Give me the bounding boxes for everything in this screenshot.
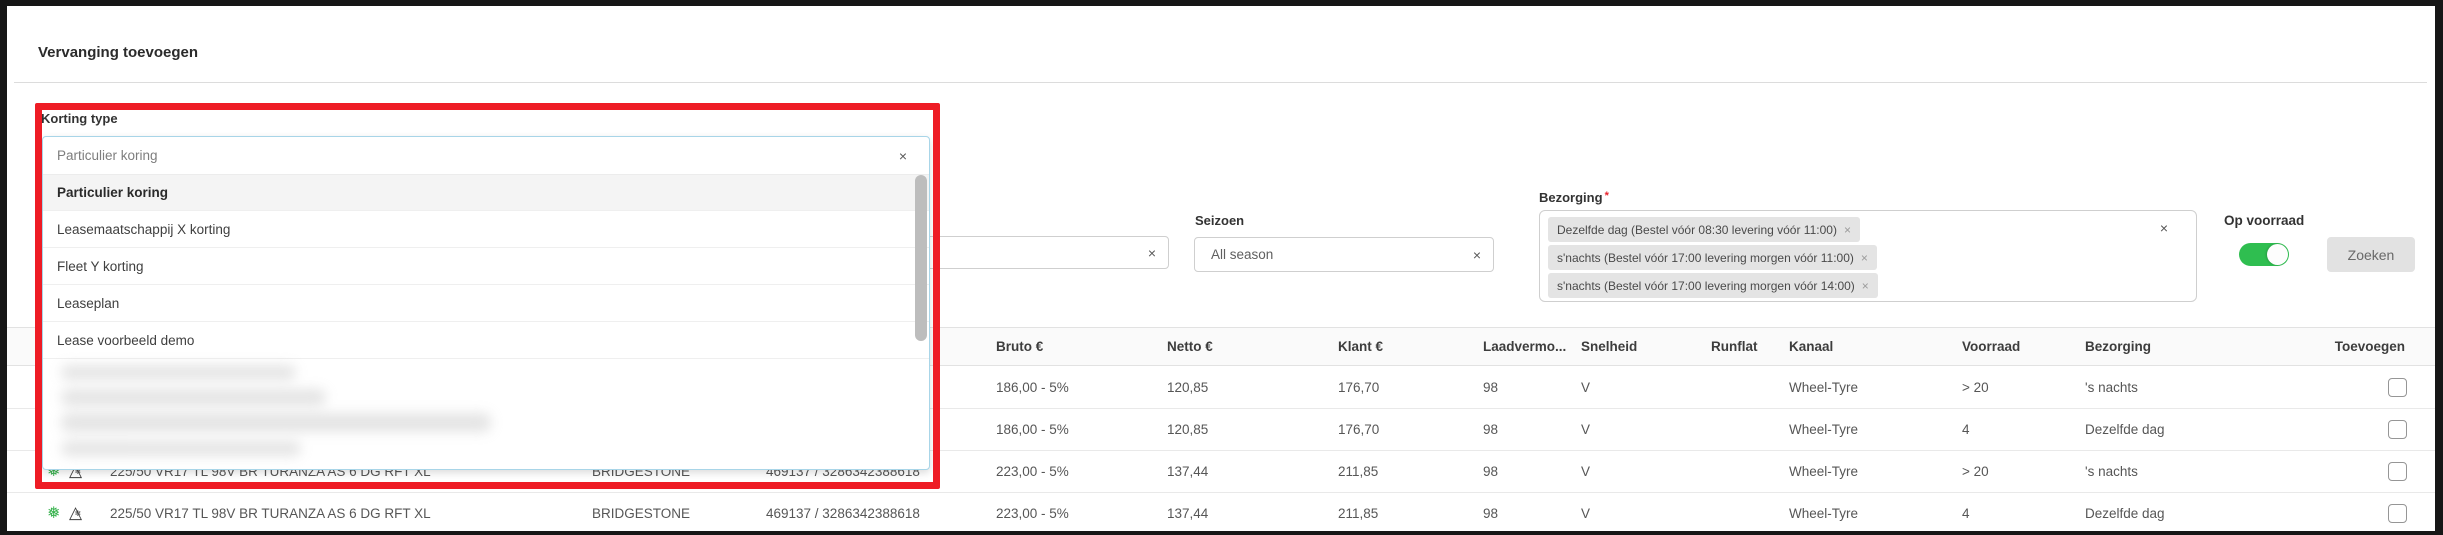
korting-type-dropdown[interactable]: Particulier koring × Particulier koring … xyxy=(42,136,930,470)
cell-bezorging: Dezelfde dag xyxy=(2085,506,2165,521)
redacted-option xyxy=(61,413,491,432)
cell-bezorging: 's nachts xyxy=(2085,380,2138,395)
cell-voorraad: 4 xyxy=(1962,506,1970,521)
tag-remove-icon[interactable]: × xyxy=(1861,278,1869,293)
tag-label: s'nachts (Bestel vóór 17:00 levering mor… xyxy=(1557,250,1854,265)
bezorging-label-text: Bezorging xyxy=(1539,190,1603,205)
bezorging-label: Bezorging * xyxy=(1539,190,1609,205)
cell-klant: 211,85 xyxy=(1338,464,1379,479)
bezorging-tag[interactable]: Dezelfde dag (Bestel vóór 08:30 levering… xyxy=(1548,217,1860,242)
cell-kanaal: Wheel-Tyre xyxy=(1789,506,1859,521)
table-row: ❅ △ ❄ 225/50 VR17 TL 98V BR TURANZA AS 6 … xyxy=(7,493,2442,535)
cell-laadvermogen: 98 xyxy=(1483,506,1499,521)
title-divider xyxy=(14,82,2427,83)
header-netto: Netto € xyxy=(1167,339,1213,354)
cell-klant: 176,70 xyxy=(1338,380,1380,395)
cell-bezorging: Dezelfde dag xyxy=(2085,422,2165,437)
dropdown-option[interactable]: Lease voorbeeld demo xyxy=(43,322,929,359)
header-snelheid: Snelheid xyxy=(1581,339,1638,354)
header-voorraad: Voorraad xyxy=(1962,339,2021,354)
toggle-knob xyxy=(2267,244,2288,265)
cell-laadvermogen: 98 xyxy=(1483,464,1499,479)
tag-label: Dezelfde dag (Bestel vóór 08:30 levering… xyxy=(1557,222,1837,237)
cell-laadvermogen: 98 xyxy=(1483,422,1499,437)
tag-remove-icon[interactable]: × xyxy=(1860,250,1868,265)
toevoegen-checkbox[interactable] xyxy=(2388,420,2407,439)
korting-type-value: Particulier koring xyxy=(57,148,158,163)
toevoegen-checkbox[interactable] xyxy=(2388,504,2407,523)
cell-voorraad: > 20 xyxy=(1962,464,1989,479)
cell-netto: 137,44 xyxy=(1167,506,1209,521)
seizoen-input[interactable]: All season × xyxy=(1194,237,1494,272)
cell-kanaal: Wheel-Tyre xyxy=(1789,464,1859,479)
snow-triangle-icon: △ ❄ xyxy=(69,503,83,522)
cell-netto: 137,44 xyxy=(1167,464,1209,479)
cell-kanaal: Wheel-Tyre xyxy=(1789,422,1859,437)
window-edge xyxy=(0,0,2443,6)
cell-kanaal: Wheel-Tyre xyxy=(1789,380,1859,395)
header-klant: Klant € xyxy=(1338,339,1384,354)
page-title: Vervanging toevoegen xyxy=(38,44,199,61)
page-card: Vervanging toevoegen Korting type × Seiz… xyxy=(7,6,2442,535)
window-edge xyxy=(2435,0,2443,535)
dropdown-option-selected[interactable]: Particulier koring xyxy=(43,174,929,211)
bezorging-tag[interactable]: s'nachts (Bestel vóór 17:00 levering mor… xyxy=(1548,273,1878,298)
op-voorraad-toggle[interactable] xyxy=(2239,243,2289,266)
cell-laadvermogen: 98 xyxy=(1483,380,1499,395)
header-bruto: Bruto € xyxy=(996,339,1044,354)
clear-icon[interactable]: × xyxy=(898,147,907,164)
header-laadvermogen: Laadvermo... xyxy=(1483,339,1567,354)
cell-netto: 120,85 xyxy=(1167,422,1209,437)
cell-snelheid: V xyxy=(1581,464,1591,479)
toevoegen-checkbox[interactable] xyxy=(2388,462,2407,481)
redacted-option xyxy=(61,389,326,406)
korting-type-input[interactable]: Particulier koring × xyxy=(43,137,929,174)
korting-type-label: Korting type xyxy=(41,111,118,126)
header-toevoegen: Toevoegen xyxy=(2334,339,2405,354)
redacted-option xyxy=(61,365,296,380)
required-asterisk: * xyxy=(1604,190,1609,202)
cell-ean: 469137 / 3286342388618 xyxy=(766,506,920,521)
header-bezorging: Bezorging xyxy=(2085,339,2151,354)
all-season-icon: ❅ xyxy=(47,504,61,522)
cell-bruto: 223,00 - 5% xyxy=(996,506,1069,521)
redacted-option xyxy=(61,441,301,456)
cell-bruto: 223,00 - 5% xyxy=(996,464,1069,479)
cell-netto: 120,85 xyxy=(1167,380,1209,395)
tag-label: s'nachts (Bestel vóór 17:00 levering mor… xyxy=(1557,278,1855,293)
cell-snelheid: V xyxy=(1581,380,1591,395)
seizoen-value: All season xyxy=(1211,247,1274,262)
header-kanaal: Kanaal xyxy=(1789,339,1834,354)
cell-snelheid: V xyxy=(1581,506,1591,521)
bezorging-tag[interactable]: s'nachts (Bestel vóór 17:00 levering mor… xyxy=(1548,245,1877,270)
dropdown-option[interactable]: Fleet Y korting xyxy=(43,248,929,285)
clear-icon[interactable]: × xyxy=(1147,244,1156,261)
dropdown-option[interactable]: Leaseplan xyxy=(43,285,929,322)
header-runflat: Runflat xyxy=(1711,339,1758,354)
dropdown-option[interactable]: Leasemaatschappij X korting xyxy=(43,211,929,248)
cell-voorraad: > 20 xyxy=(1962,380,1989,395)
cell-voorraad: 4 xyxy=(1962,422,1970,437)
window-edge xyxy=(0,0,7,535)
zoeken-button[interactable]: Zoeken xyxy=(2327,237,2415,272)
cell-bruto: 186,00 - 5% xyxy=(996,422,1069,437)
cell-bezorging: 's nachts xyxy=(2085,464,2138,479)
tag-remove-icon[interactable]: × xyxy=(1843,222,1851,237)
cell-klant: 211,85 xyxy=(1338,506,1379,521)
toevoegen-checkbox[interactable] xyxy=(2388,378,2407,397)
seizoen-label: Seizoen xyxy=(1195,213,1245,228)
op-voorraad-label: Op voorraad xyxy=(2224,213,2305,228)
bezorging-multiselect[interactable]: Dezelfde dag (Bestel vóór 08:30 levering… xyxy=(1539,210,2197,302)
cell-brand: BRIDGESTONE xyxy=(592,506,691,521)
clear-icon[interactable]: × xyxy=(1472,246,1481,263)
cell-klant: 176,70 xyxy=(1338,422,1380,437)
clear-icon[interactable]: × xyxy=(2159,220,2168,236)
cell-description: 225/50 VR17 TL 98V BR TURANZA AS 6 DG RF… xyxy=(110,506,431,521)
cell-snelheid: V xyxy=(1581,422,1591,437)
cell-bruto: 186,00 - 5% xyxy=(996,380,1069,395)
dropdown-scrollbar[interactable] xyxy=(915,175,927,341)
window-edge xyxy=(0,531,2443,535)
